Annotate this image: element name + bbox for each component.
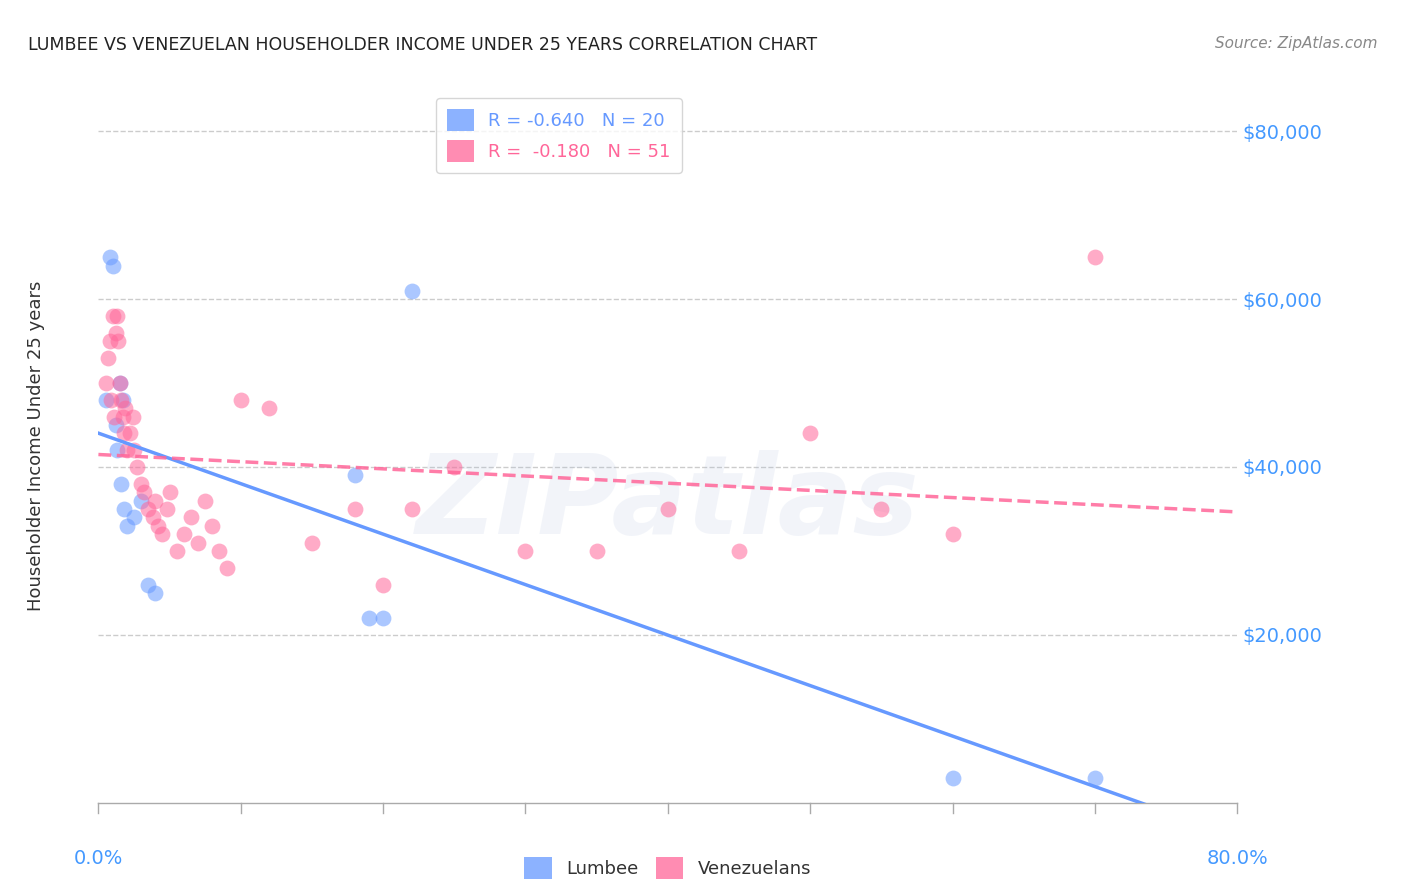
Point (343, 502, 366, 516)
Point (187, 535, 209, 549)
Point (115, 518, 138, 533)
Point (152, 527, 174, 541)
Point (156, 502, 179, 516)
Point (1084, 250, 1107, 264)
Point (110, 392, 132, 407)
Text: Householder Income Under 25 years: Householder Income Under 25 years (27, 281, 45, 611)
Text: ZIPatlas: ZIPatlas (416, 450, 920, 557)
Text: Source: ZipAtlas.com: Source: ZipAtlas.com (1215, 36, 1378, 51)
Point (194, 493, 217, 508)
Point (122, 510, 145, 524)
Point (101, 309, 124, 323)
Point (110, 476, 132, 491)
Point (515, 544, 537, 558)
Point (301, 535, 323, 549)
Point (97, 351, 120, 365)
Point (373, 577, 395, 591)
Point (136, 502, 159, 516)
Point (159, 485, 181, 500)
Point (94, 376, 117, 390)
Point (145, 493, 167, 508)
Point (585, 544, 607, 558)
Point (201, 518, 224, 533)
Point (870, 502, 893, 516)
Point (122, 443, 145, 458)
Point (208, 544, 231, 558)
Point (112, 502, 135, 516)
Point (173, 527, 195, 541)
Point (129, 476, 152, 491)
Point (111, 392, 134, 407)
Text: 80.0%: 80.0% (1206, 849, 1268, 868)
Point (129, 493, 152, 508)
Point (101, 259, 124, 273)
Point (98, 250, 121, 264)
Point (1084, 771, 1107, 785)
Point (136, 577, 159, 591)
Point (215, 560, 238, 574)
Point (141, 510, 163, 524)
Point (115, 443, 138, 458)
Point (105, 309, 128, 323)
Point (728, 544, 751, 558)
Point (125, 460, 148, 475)
Point (114, 401, 136, 416)
Point (107, 334, 129, 348)
Point (148, 518, 170, 533)
Point (343, 468, 366, 483)
Point (121, 409, 143, 424)
Point (98, 334, 121, 348)
Point (132, 485, 155, 500)
Point (373, 611, 395, 625)
Point (145, 586, 167, 600)
Point (111, 409, 134, 424)
Point (105, 443, 128, 458)
Point (942, 771, 965, 785)
Point (100, 392, 122, 407)
Text: 0.0%: 0.0% (73, 849, 124, 868)
Point (108, 376, 131, 390)
Point (103, 409, 125, 424)
Point (94, 392, 117, 407)
Point (118, 426, 141, 441)
Point (259, 401, 281, 416)
Point (799, 426, 821, 441)
Legend: Lumbee, Venezuelans: Lumbee, Venezuelans (517, 850, 818, 887)
Point (104, 326, 127, 340)
Point (112, 426, 135, 441)
Point (657, 502, 679, 516)
Point (229, 392, 252, 407)
Point (166, 544, 188, 558)
Point (104, 417, 127, 432)
Point (357, 611, 380, 625)
Point (401, 284, 423, 298)
Point (401, 502, 423, 516)
Point (942, 527, 965, 541)
Point (108, 376, 131, 390)
Point (443, 460, 465, 475)
Text: LUMBEE VS VENEZUELAN HOUSEHOLDER INCOME UNDER 25 YEARS CORRELATION CHART: LUMBEE VS VENEZUELAN HOUSEHOLDER INCOME … (28, 36, 817, 54)
Point (180, 510, 202, 524)
